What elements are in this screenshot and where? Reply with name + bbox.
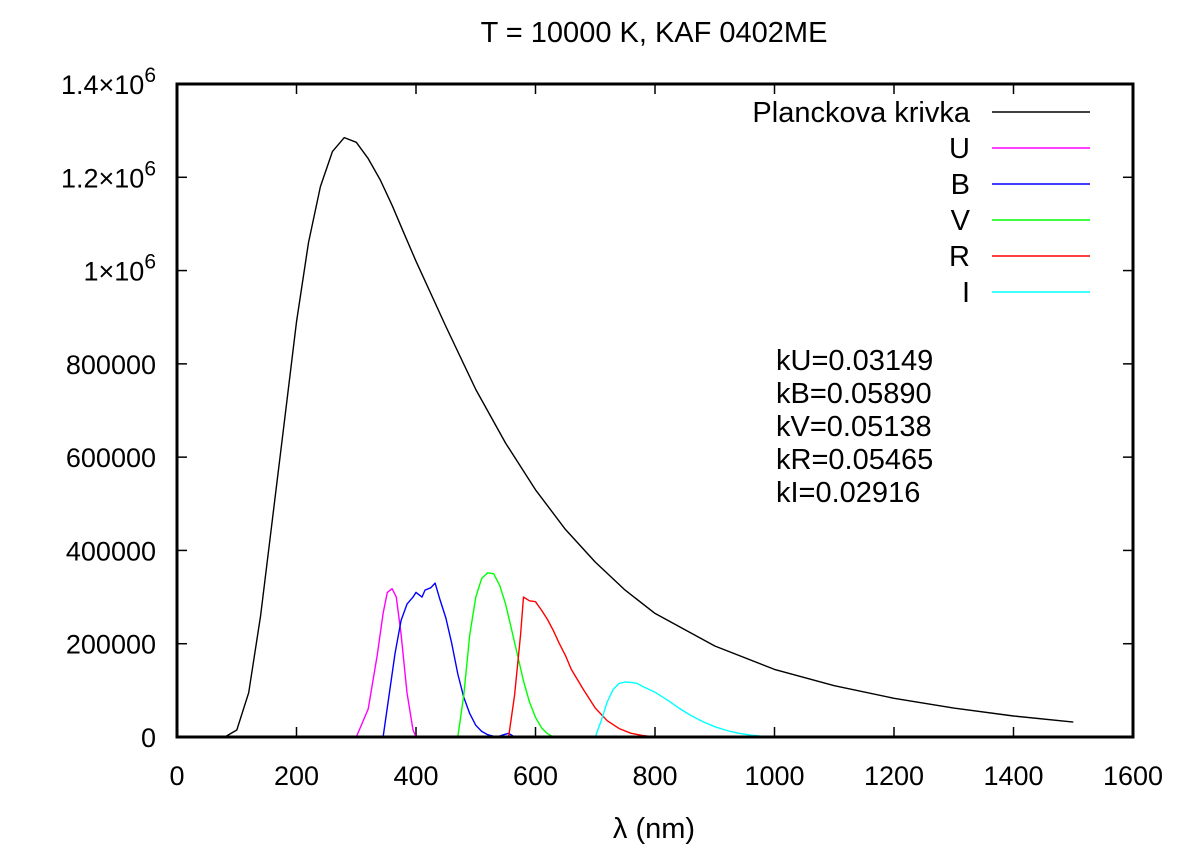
- annotation-text: kI=0.02916: [776, 477, 920, 509]
- y-tick-label: 600000: [66, 443, 156, 473]
- x-axis-ticks: 0 200 400 600 800 1000 1200 1400 1600: [169, 84, 1163, 791]
- legend-label: Planckova krivka: [752, 97, 970, 129]
- x-tick-label: 1600: [1103, 761, 1163, 791]
- series-line-b: [382, 582, 515, 738]
- x-tick-label: 0: [169, 761, 184, 791]
- annotation-text: kV=0.05138: [776, 411, 932, 443]
- annotation-text: kB=0.05890: [776, 378, 932, 410]
- x-tick-label: 800: [632, 761, 677, 791]
- y-axis-ticks: 0 200000 400000 600000 800000 1×106 1.2×106 1.4…: [61, 64, 1133, 753]
- y-tick-label: 800000: [66, 350, 156, 380]
- legend-label: B: [951, 169, 970, 201]
- plot-series: [224, 136, 1074, 738]
- legend-label: U: [949, 133, 970, 165]
- chart-title: T = 10000 K, KAF 0402ME: [481, 17, 828, 49]
- x-tick-label: 1200: [864, 761, 924, 791]
- series-line-planckova-krivka: [224, 136, 1074, 738]
- x-tick-label: 200: [274, 761, 319, 791]
- legend-label: R: [949, 241, 970, 273]
- y-tick-label: 1×106: [83, 251, 156, 287]
- x-tick-label: 400: [393, 761, 438, 791]
- coefficient-annotations: kU=0.03149kB=0.05890kV=0.05138kR=0.05465…: [776, 345, 933, 509]
- legend-label: I: [962, 277, 970, 309]
- y-tick-label: 200000: [66, 630, 156, 660]
- x-tick-label: 1400: [983, 761, 1043, 791]
- series-line-v: [457, 572, 554, 738]
- annotation-text: kR=0.05465: [776, 444, 933, 476]
- series-line-i: [594, 681, 775, 738]
- x-axis-label: λ (nm): [613, 813, 695, 845]
- series-line-r: [507, 596, 656, 738]
- y-tick-label: 400000: [66, 536, 156, 566]
- y-tick-label: 1.2×106: [61, 157, 156, 193]
- y-tick-label: 0: [141, 723, 156, 753]
- y-tick-label: 1.4×106: [61, 64, 156, 100]
- plot-frame: [175, 82, 1135, 739]
- series-line-u: [355, 588, 417, 738]
- annotation-text: kU=0.03149: [776, 345, 933, 377]
- x-tick-label: 1000: [744, 761, 804, 791]
- x-tick-label: 600: [513, 761, 558, 791]
- legend-label: V: [951, 205, 971, 237]
